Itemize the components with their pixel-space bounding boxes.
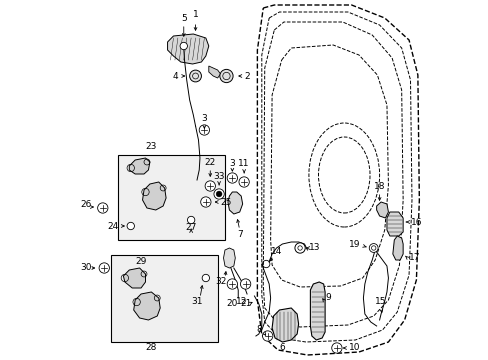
Text: 2: 2 (244, 72, 249, 81)
Text: 15: 15 (375, 297, 386, 306)
Circle shape (202, 274, 209, 282)
Text: 29: 29 (135, 257, 146, 266)
Polygon shape (142, 182, 166, 210)
Polygon shape (167, 34, 208, 64)
Text: 13: 13 (308, 243, 320, 252)
Text: 5: 5 (181, 14, 186, 23)
Circle shape (98, 203, 108, 213)
Circle shape (200, 197, 210, 207)
Text: 24: 24 (107, 221, 119, 230)
Text: 14: 14 (270, 248, 282, 256)
Circle shape (187, 216, 194, 224)
Circle shape (127, 222, 134, 230)
Circle shape (214, 189, 224, 199)
Text: 8: 8 (256, 325, 261, 334)
Polygon shape (208, 66, 220, 78)
Circle shape (331, 343, 341, 353)
Text: 7: 7 (236, 230, 242, 239)
Circle shape (180, 42, 187, 50)
Polygon shape (376, 202, 387, 218)
Polygon shape (129, 158, 150, 174)
Polygon shape (310, 282, 325, 340)
Polygon shape (223, 248, 235, 268)
Bar (111, 255, 217, 342)
Circle shape (368, 244, 377, 252)
Polygon shape (123, 268, 145, 288)
Text: 31: 31 (191, 297, 203, 306)
Circle shape (262, 331, 272, 341)
Text: 28: 28 (145, 343, 157, 352)
Circle shape (239, 177, 249, 187)
Text: 19: 19 (348, 239, 360, 248)
Text: 21: 21 (240, 300, 251, 309)
Text: 23: 23 (145, 141, 157, 150)
Text: 12: 12 (235, 297, 246, 306)
Circle shape (189, 70, 201, 82)
Polygon shape (271, 308, 298, 342)
Circle shape (227, 279, 237, 289)
Polygon shape (227, 192, 242, 214)
Text: 18: 18 (373, 181, 385, 190)
Circle shape (216, 191, 222, 197)
Text: 30: 30 (81, 264, 92, 273)
Circle shape (204, 181, 215, 191)
Text: 10: 10 (348, 343, 360, 352)
Text: 25: 25 (220, 198, 231, 207)
Text: 17: 17 (408, 253, 420, 262)
Polygon shape (392, 236, 402, 260)
Circle shape (227, 173, 237, 183)
Circle shape (294, 243, 305, 253)
Text: 4: 4 (173, 72, 178, 81)
Circle shape (240, 279, 250, 289)
Bar (117, 155, 224, 240)
Text: 16: 16 (409, 217, 421, 226)
Text: 27: 27 (185, 224, 196, 233)
Text: 1: 1 (192, 9, 198, 18)
Polygon shape (133, 292, 160, 320)
Text: 33: 33 (213, 171, 224, 180)
Text: 3: 3 (229, 159, 235, 168)
Text: 3: 3 (201, 113, 207, 122)
Text: 6: 6 (279, 343, 285, 352)
Circle shape (220, 69, 233, 83)
Circle shape (199, 125, 209, 135)
Text: 32: 32 (214, 278, 226, 287)
Text: 22: 22 (204, 158, 215, 166)
Text: 9: 9 (325, 293, 330, 302)
Text: 11: 11 (238, 159, 249, 168)
Text: 20: 20 (226, 300, 238, 309)
Polygon shape (386, 212, 402, 236)
Circle shape (99, 263, 109, 273)
Text: 26: 26 (81, 199, 92, 208)
